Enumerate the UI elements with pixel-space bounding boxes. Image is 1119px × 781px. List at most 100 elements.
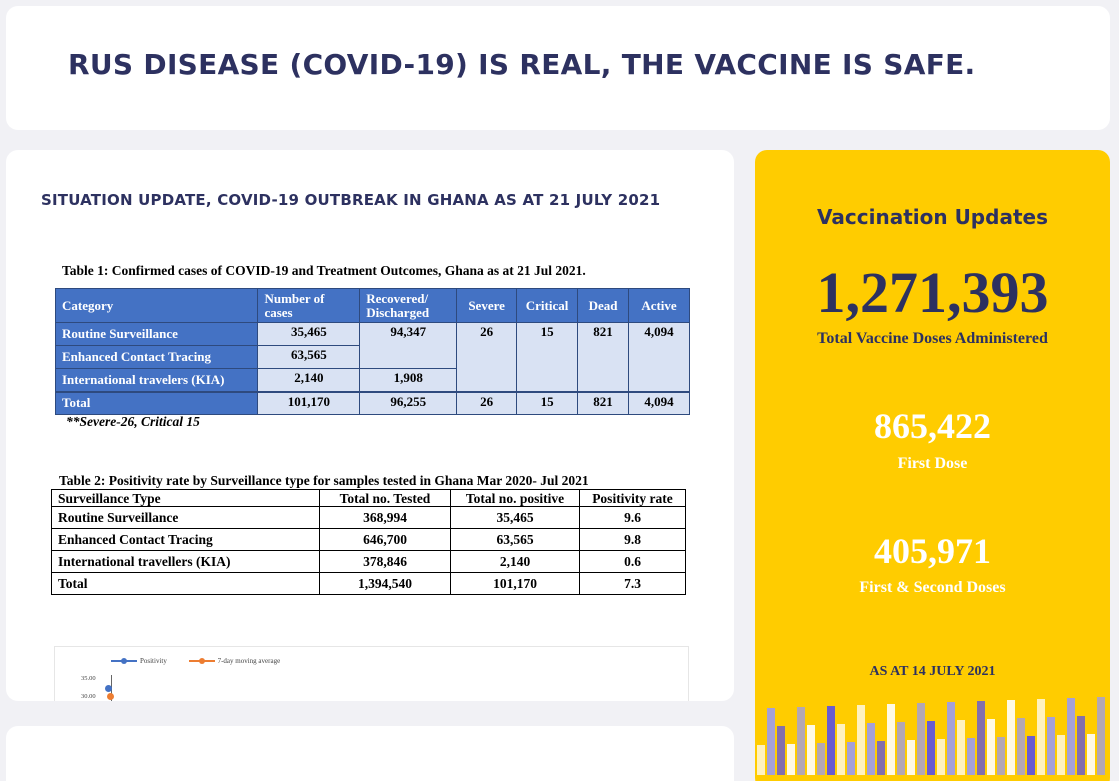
decorative-bar bbox=[1087, 734, 1095, 775]
table2-header: Total no. Tested bbox=[319, 489, 451, 507]
legend-moving-average: 7-day moving average bbox=[188, 657, 280, 665]
table-row: International travellers (KIA) 378,846 2… bbox=[51, 550, 686, 573]
decorative-bar bbox=[777, 726, 785, 775]
decorative-bar bbox=[1047, 717, 1055, 775]
decorative-bar bbox=[897, 722, 905, 775]
positivity-point bbox=[105, 685, 112, 692]
table2-header-row: Surveillance Type Total no. Tested Total… bbox=[51, 489, 686, 507]
decorative-bar bbox=[1027, 736, 1035, 775]
table1: Category Number of cases Recovered/ Disc… bbox=[54, 288, 690, 415]
situation-card: SITUATION UPDATE, COVID-19 OUTBREAK IN G… bbox=[6, 150, 734, 701]
table1-cell: 63,565 bbox=[257, 345, 361, 369]
table2-cell: 7.3 bbox=[579, 572, 686, 595]
table1-header: Recovered/ Discharged bbox=[359, 288, 458, 323]
table1-header: Dead bbox=[577, 288, 629, 323]
table1-cell: 94,347 bbox=[359, 322, 458, 369]
decorative-bar bbox=[1037, 699, 1045, 775]
decorative-bar bbox=[907, 740, 915, 775]
table1-header: Number of cases bbox=[257, 288, 361, 323]
table2-header: Positivity rate bbox=[579, 489, 686, 507]
table1-cell: 26 bbox=[456, 322, 518, 392]
table1-header: Active bbox=[628, 288, 690, 323]
table-row: Routine Surveillance 35,465 94,347 26 15… bbox=[54, 322, 690, 392]
table1-cell: 4,094 bbox=[628, 322, 690, 392]
table-row: Total 1,394,540 101,170 7.3 bbox=[51, 572, 686, 595]
table2-header: Total no. positive bbox=[450, 489, 580, 507]
y-tick-label: 35.00 bbox=[81, 675, 96, 682]
table1-header: Severe bbox=[456, 288, 518, 323]
table1-cell: 26 bbox=[456, 390, 518, 415]
table-row: International travelers (KIA) 2,140 1,90… bbox=[54, 368, 690, 392]
table2-cell: Routine Surveillance bbox=[51, 506, 320, 529]
table2-cell: 2,140 bbox=[450, 550, 580, 573]
situation-title: SITUATION UPDATE, COVID-19 OUTBREAK IN G… bbox=[41, 191, 661, 209]
decorative-bar bbox=[1017, 718, 1025, 775]
table-row: Routine Surveillance 368,994 35,465 9.6 bbox=[51, 506, 686, 529]
decorative-bar bbox=[877, 741, 885, 775]
decorative-bar bbox=[917, 703, 925, 775]
first-dose-label: First Dose bbox=[897, 455, 968, 472]
table2-cell: 9.6 bbox=[579, 506, 686, 529]
table2-cell: Total bbox=[51, 572, 320, 595]
second-dose-label: First & Second Doses bbox=[859, 579, 1006, 596]
decorative-bar bbox=[957, 720, 965, 775]
table2-cell: 368,994 bbox=[319, 506, 451, 529]
table-row: Enhanced Contact Tracing 63,565 bbox=[54, 345, 690, 369]
table1-cell: Total bbox=[54, 390, 259, 415]
decorative-bar bbox=[847, 742, 855, 775]
second-dose-value: 405,971 bbox=[874, 531, 991, 571]
decorative-bar bbox=[797, 707, 805, 775]
decorative-bar bbox=[967, 738, 975, 775]
total-doses-value: 1,271,393 bbox=[816, 260, 1049, 325]
decorative-bar bbox=[837, 724, 845, 775]
table2-cell: 1,394,540 bbox=[319, 572, 451, 595]
chart-legend: Positivity 7-day moving average bbox=[111, 657, 300, 665]
vaccination-title: Vaccination Updates bbox=[817, 205, 1048, 229]
table2-cell: International travellers (KIA) bbox=[51, 550, 320, 573]
decorative-bar bbox=[1067, 698, 1075, 775]
first-dose-value: 865,422 bbox=[874, 406, 991, 446]
table1-header: Critical bbox=[516, 288, 579, 323]
decorative-bar bbox=[757, 745, 765, 775]
table1-cell: 821 bbox=[577, 322, 629, 392]
table2-caption: Table 2: Positivity rate by Surveillance… bbox=[59, 473, 589, 488]
decorative-bar bbox=[787, 744, 795, 775]
decorative-bar bbox=[1057, 735, 1065, 775]
table1-note: **Severe-26, Critical 15 bbox=[66, 414, 200, 429]
table2-cell: Enhanced Contact Tracing bbox=[51, 528, 320, 551]
table2-cell: 35,465 bbox=[450, 506, 580, 529]
table2-cell: 63,565 bbox=[450, 528, 580, 551]
table2-cell: 646,700 bbox=[319, 528, 451, 551]
decorative-bar bbox=[1097, 697, 1105, 775]
y-tick-label: 30.00 bbox=[81, 693, 96, 700]
table2-cell: 9.8 bbox=[579, 528, 686, 551]
decorative-bar bbox=[947, 702, 955, 775]
decorative-bar bbox=[807, 725, 815, 775]
decorative-bar bbox=[827, 706, 835, 775]
table1-cell: International travelers (KIA) bbox=[54, 368, 259, 392]
table1-cell: 1,908 bbox=[359, 368, 458, 392]
decorative-bar bbox=[867, 723, 875, 775]
table1-cell: Routine Surveillance bbox=[54, 322, 259, 346]
decorative-bar bbox=[887, 704, 895, 775]
table1-header-row: Category Number of cases Recovered/ Disc… bbox=[54, 288, 690, 323]
table1-cell: 2,140 bbox=[257, 368, 361, 392]
table1-cell: 15 bbox=[516, 322, 579, 392]
table1-cell: 101,170 bbox=[257, 390, 361, 415]
table2-cell: 378,846 bbox=[319, 550, 451, 573]
decorative-bar bbox=[937, 739, 945, 775]
table2-cell: 0.6 bbox=[579, 550, 686, 573]
vaccination-card: Vaccination Updates 1,271,393 Total Vacc… bbox=[755, 150, 1110, 781]
table1-cell: Enhanced Contact Tracing bbox=[54, 345, 259, 369]
decorative-bar bbox=[767, 708, 775, 775]
decorative-bar bbox=[997, 737, 1005, 775]
table2: Surveillance Type Total no. Tested Total… bbox=[51, 489, 686, 595]
decorative-bar bbox=[987, 719, 995, 775]
banner-headline: RUS DISEASE (COVID-19) IS REAL, THE VACC… bbox=[68, 48, 976, 81]
table1-cell: 96,255 bbox=[359, 390, 458, 415]
table1-cell: 4,094 bbox=[628, 390, 690, 415]
decorative-bar bbox=[1077, 716, 1085, 775]
table-row: Enhanced Contact Tracing 646,700 63,565 … bbox=[51, 528, 686, 551]
table1-cell: 821 bbox=[577, 390, 629, 415]
positivity-chart: Positivity 7-day moving average 35.00 30… bbox=[54, 646, 689, 701]
